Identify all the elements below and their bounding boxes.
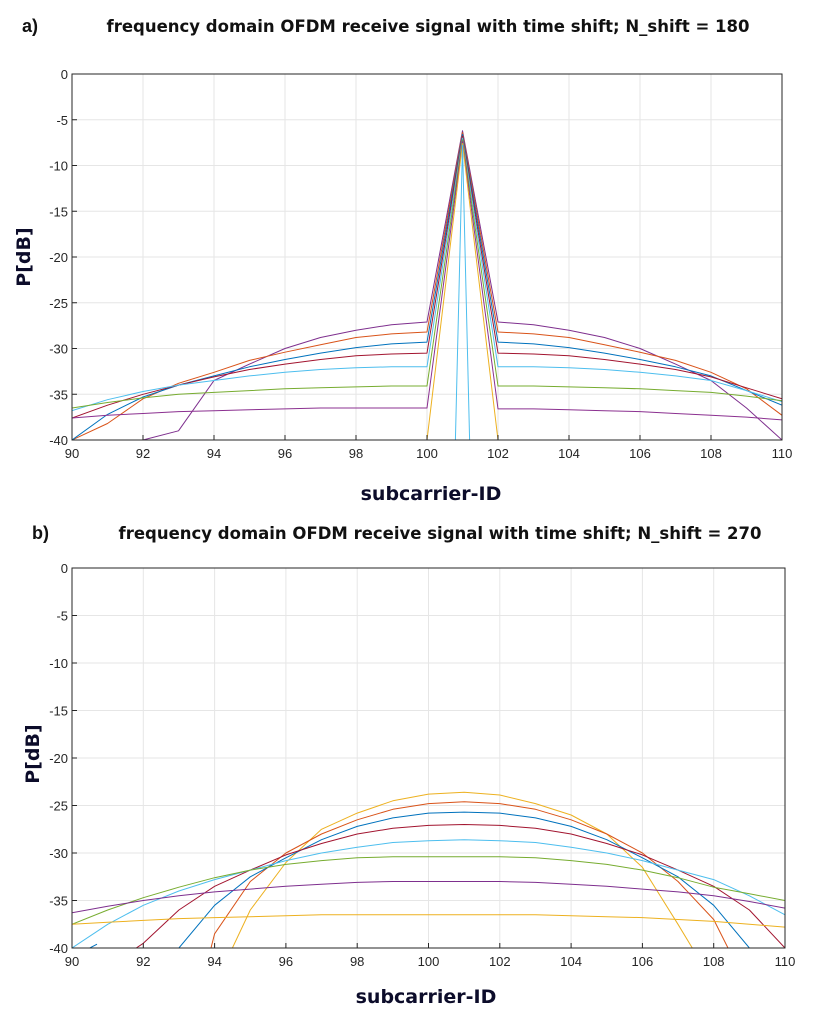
- y-tick-label: -20: [49, 751, 68, 766]
- chart-title-a: frequency domain OFDM receive signal wit…: [107, 17, 750, 36]
- x-tick-label: 100: [416, 446, 438, 461]
- x-tick-label: 108: [703, 954, 725, 969]
- y-tick-labels-a: 0 -5 -10 -15 -20 -25 -30 -35 -40: [49, 67, 77, 448]
- series-line-b-4: [135, 824, 785, 948]
- y-axis-label-b: P[dB]: [22, 724, 44, 783]
- x-tick-label: 102: [489, 954, 511, 969]
- x-tick-label: 108: [700, 446, 722, 461]
- x-tick-labels-b: 90 92 94 96 98 100 102 104 106 108 110: [65, 943, 796, 969]
- series-line-a-8: [189, 143, 499, 440]
- series-line-a-2: [72, 132, 782, 440]
- x-tick-label: 106: [632, 954, 654, 969]
- x-tick-label: 96: [278, 446, 292, 461]
- y-tick-labels-b: 0 -5 -10 -15 -20 -25 -30 -35 -40: [49, 561, 77, 956]
- chart-panel-b: b) frequency domain OFDM receive signal …: [22, 523, 796, 1008]
- x-tick-label: 104: [558, 446, 580, 461]
- y-tick-label: -10: [49, 656, 68, 671]
- x-tick-label: 104: [560, 954, 582, 969]
- series-line-b-7: [72, 881, 785, 914]
- y-axis-label-a: P[dB]: [13, 227, 35, 286]
- x-tick-label: 94: [207, 446, 221, 461]
- x-tick-label: 90: [65, 954, 79, 969]
- y-tick-label: 0: [61, 67, 68, 82]
- x-tick-label: 98: [349, 446, 363, 461]
- x-axis-label-b: subcarrier-ID: [356, 986, 497, 1008]
- series-line-b-3: [178, 811, 750, 948]
- x-tick-label: 96: [279, 954, 293, 969]
- x-axis-label-a: subcarrier-ID: [361, 483, 502, 505]
- series-group-a: [72, 130, 782, 440]
- series-line-a-1: [72, 130, 782, 440]
- x-tick-label: 100: [418, 954, 440, 969]
- chart-title-b: frequency domain OFDM receive signal wit…: [119, 524, 762, 543]
- y-tick-label: -10: [49, 159, 68, 174]
- series-line-a-9: [454, 144, 471, 440]
- x-tick-label: 94: [207, 954, 221, 969]
- panel-label-b: b): [32, 523, 49, 543]
- panel-label-a: a): [22, 16, 38, 36]
- y-tick-label: -35: [49, 387, 68, 402]
- y-tick-label: -15: [49, 204, 68, 219]
- y-tick-label: -20: [49, 250, 68, 265]
- chart-panel-a: a) frequency domain OFDM receive signal …: [13, 16, 793, 505]
- series-line-b-8: [72, 914, 785, 928]
- y-tick-label: -5: [56, 609, 68, 624]
- x-tick-label: 110: [772, 446, 793, 461]
- series-line-b-9: [89, 943, 98, 948]
- x-tick-labels-a: 90 92 94 96 98 100 102 104 106 108 110: [65, 435, 793, 461]
- x-tick-label: 102: [487, 446, 509, 461]
- x-tick-label: 92: [136, 954, 150, 969]
- y-tick-label: -25: [49, 296, 68, 311]
- y-tick-label: -15: [49, 704, 68, 719]
- x-tick-label: 98: [350, 954, 364, 969]
- y-tick-label: -35: [49, 894, 68, 909]
- series-line-b-5: [72, 839, 785, 948]
- y-tick-label: 0: [61, 561, 68, 576]
- series-group-b: [72, 791, 785, 948]
- x-tick-label: 106: [629, 446, 651, 461]
- x-tick-label: 92: [136, 446, 150, 461]
- series-line-a-5: [72, 137, 782, 412]
- x-tick-label: 90: [65, 446, 79, 461]
- y-tick-label: -5: [56, 113, 68, 128]
- y-tick-label: -40: [49, 433, 68, 448]
- y-tick-label: -30: [49, 342, 68, 357]
- series-line-a-4: [72, 135, 782, 419]
- series-line-b-6: [72, 856, 785, 925]
- y-tick-label: -25: [49, 799, 68, 814]
- series-line-a-6: [72, 139, 782, 409]
- x-tick-label: 110: [775, 954, 796, 969]
- series-line-a-7: [72, 141, 782, 421]
- series-line-b-2: [210, 801, 729, 948]
- series-line-b-1: [231, 791, 693, 948]
- y-tick-label: -40: [49, 941, 68, 956]
- y-tick-label: -30: [49, 846, 68, 861]
